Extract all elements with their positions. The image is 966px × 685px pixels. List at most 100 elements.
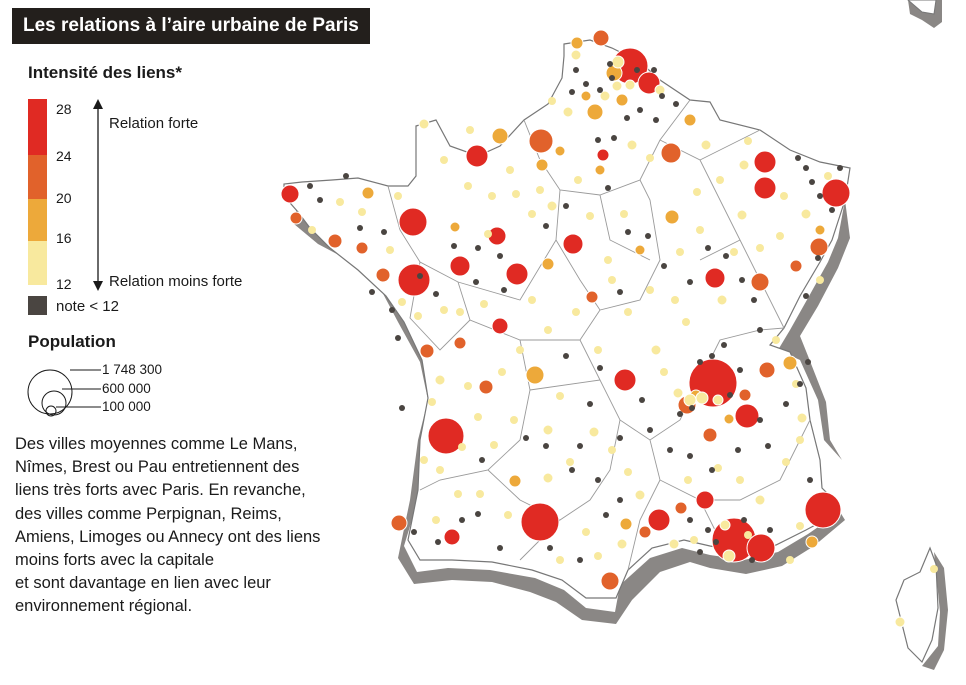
- city-marker: [386, 246, 394, 254]
- description-line: Nîmes, Brest ou Pau entretiennent des: [15, 458, 300, 477]
- city-marker: [709, 353, 715, 359]
- city-marker: [783, 401, 789, 407]
- city-marker: [613, 368, 637, 392]
- city-marker: [449, 221, 461, 233]
- city-marker: [624, 468, 632, 476]
- city-marker: [543, 223, 549, 229]
- city-marker: [398, 207, 428, 237]
- city-marker: [659, 93, 665, 99]
- city-marker: [674, 501, 688, 515]
- city-marker: [767, 527, 773, 533]
- city-marker: [714, 464, 722, 472]
- city-marker: [624, 115, 630, 121]
- city-marker: [816, 276, 824, 284]
- city-marker: [637, 107, 643, 113]
- population-legend-circles: [27, 369, 101, 417]
- city-marker: [435, 539, 441, 545]
- city-marker: [389, 307, 395, 313]
- city-marker: [696, 226, 704, 234]
- city-marker: [615, 93, 629, 107]
- city-marker: [394, 192, 402, 200]
- city-marker: [757, 417, 763, 423]
- legend-class-12-16: [28, 241, 47, 285]
- city-marker: [451, 243, 457, 249]
- city-marker: [600, 571, 620, 591]
- city-marker: [800, 208, 812, 220]
- city-marker: [829, 207, 835, 213]
- city-marker: [436, 466, 444, 474]
- legend-value-12: 12: [56, 276, 72, 292]
- city-marker: [796, 436, 804, 444]
- city-marker: [443, 528, 461, 546]
- city-marker: [398, 298, 406, 306]
- city-marker: [753, 176, 777, 200]
- city-marker: [700, 139, 712, 151]
- city-marker: [805, 535, 819, 549]
- city-marker: [418, 118, 430, 130]
- city-marker: [490, 441, 498, 449]
- city-marker: [713, 539, 719, 545]
- city-marker: [716, 294, 728, 306]
- city-marker: [375, 267, 391, 283]
- city-marker: [647, 508, 671, 532]
- city-marker: [573, 67, 579, 73]
- city-marker: [585, 290, 599, 304]
- city-marker: [676, 248, 684, 256]
- city-marker: [289, 211, 303, 225]
- city-marker: [797, 381, 803, 387]
- city-marker: [837, 165, 843, 171]
- city-marker: [772, 336, 780, 344]
- intensity-legend-title: Intensité des liens*: [28, 63, 182, 82]
- city-marker: [505, 262, 529, 286]
- city-marker: [786, 556, 794, 564]
- map-corner-land-top: [907, 0, 937, 15]
- city-marker: [738, 388, 752, 402]
- city-marker: [525, 365, 545, 385]
- city-marker: [690, 536, 698, 544]
- city-marker: [480, 300, 488, 308]
- city-marker: [737, 367, 743, 373]
- city-marker: [803, 293, 809, 299]
- city-marker: [660, 368, 668, 376]
- city-marker: [574, 176, 582, 184]
- legend-value-16: 16: [56, 230, 72, 246]
- city-marker: [427, 417, 465, 455]
- city-marker: [528, 296, 536, 304]
- city-marker: [697, 359, 703, 365]
- city-marker: [605, 185, 611, 191]
- city-marker: [596, 148, 610, 162]
- city-marker: [653, 117, 659, 123]
- city-marker: [687, 453, 693, 459]
- city-marker: [554, 145, 566, 157]
- city-marker: [543, 443, 549, 449]
- city-marker: [719, 519, 731, 531]
- city-marker: [395, 335, 401, 341]
- city-marker: [479, 457, 485, 463]
- city-marker: [357, 225, 363, 231]
- city-marker: [599, 90, 611, 102]
- city-marker: [588, 426, 600, 438]
- city-marker: [476, 490, 484, 498]
- city-marker: [609, 75, 615, 81]
- city-marker: [616, 538, 628, 550]
- city-marker: [498, 368, 506, 376]
- city-marker: [756, 244, 764, 252]
- city-marker: [433, 291, 439, 297]
- city-marker: [744, 531, 752, 539]
- city-marker: [795, 155, 801, 161]
- city-marker: [361, 186, 375, 200]
- city-marker: [625, 229, 631, 235]
- city-marker: [399, 405, 405, 411]
- city-marker: [516, 346, 524, 354]
- city-marker: [327, 233, 343, 249]
- city-marker: [809, 179, 815, 185]
- city-marker: [624, 79, 636, 91]
- city-marker: [608, 276, 616, 284]
- city-marker: [583, 81, 589, 87]
- city-marker: [459, 517, 465, 523]
- city-marker: [626, 139, 638, 151]
- city-marker: [343, 173, 349, 179]
- city-marker: [639, 397, 645, 403]
- city-marker: [497, 545, 503, 551]
- city-markers: [280, 29, 938, 628]
